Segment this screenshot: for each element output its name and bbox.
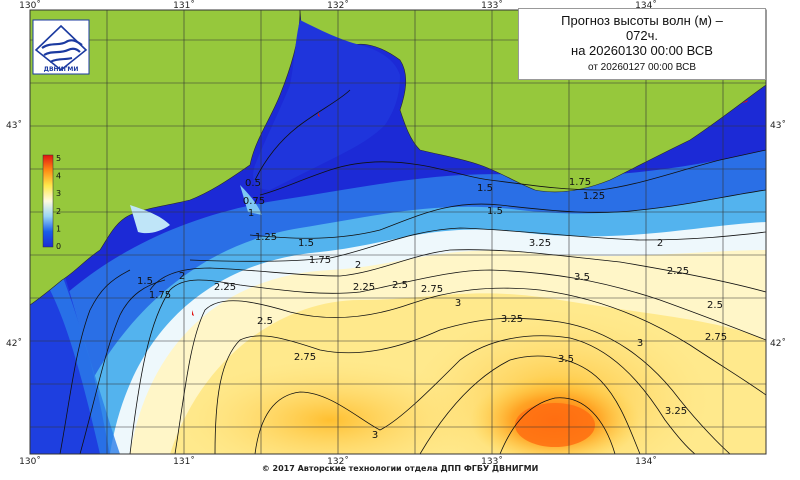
- contour-label: 3.25: [501, 314, 523, 325]
- colorbar-tick-label: 5: [56, 154, 61, 163]
- contour-lines: [59, 89, 766, 454]
- colorbar-tick-label: 4: [56, 172, 61, 181]
- forecast-title-box: Прогноз высоты волн (м) – 072ч. на 20260…: [518, 8, 766, 80]
- contour-label: 2.5: [707, 300, 723, 311]
- contour-label: 1.75: [149, 290, 171, 301]
- contour-label: 3: [637, 338, 643, 349]
- contour-label: 1.5: [487, 206, 503, 217]
- contour-label: 3.25: [665, 406, 687, 417]
- colorbar-tick-label: 0: [56, 242, 61, 251]
- contour-labels: 0.5 0.751 1.25 1.5 1.75 2 2.25 2.5 2.75 3 3.25 3.5 1…: [137, 177, 727, 441]
- colorbar: 5 4 3 2 1 0: [42, 154, 61, 251]
- contour-label: 3.5: [558, 354, 574, 365]
- contour-label: 1.5: [477, 183, 493, 194]
- contour-label: 1.25: [583, 191, 605, 202]
- latitude-tick-label: 43˚: [770, 120, 786, 131]
- contour-label: 3: [372, 430, 378, 441]
- title-line-4: от 20260127 00:00 ВСВ: [587, 62, 696, 73]
- longitude-tick-label: 132˚: [327, 456, 349, 467]
- longitude-tick-label: 134˚: [635, 0, 657, 11]
- footer-copyright: © 2017 Авторские технологии отдела ДПП Ф…: [261, 464, 539, 473]
- latitude-ticks-right: 43˚ 42˚: [770, 120, 786, 349]
- longitude-tick-label: 134˚: [635, 456, 657, 467]
- land-mass: [30, 10, 301, 306]
- longitude-tick-label: 133˚: [481, 0, 503, 11]
- title-line-2: 072ч.: [625, 28, 659, 43]
- latitude-tick-label: 42˚: [6, 338, 22, 349]
- contour-label: 2.25: [214, 282, 236, 293]
- contour-label: 1.5: [298, 238, 314, 249]
- title-line-3: на 20260130 00:00 ВСВ: [571, 43, 713, 58]
- longitude-tick-label: 130˚: [19, 0, 41, 11]
- contour-label: 1.5: [137, 276, 153, 287]
- contour-label: 2.75: [294, 352, 316, 363]
- longitude-ticks-bottom: 130˚ 131˚ 132˚ 133˚ 134˚: [19, 456, 657, 467]
- contour-label: 2: [355, 260, 361, 271]
- svg-text:ДВНИГМИ: ДВНИГМИ: [44, 66, 79, 73]
- contour-label: 2.25: [353, 282, 375, 293]
- contour-label: 1.75: [309, 255, 331, 266]
- buoy-marker: [192, 310, 194, 316]
- longitude-tick-label: 130˚: [19, 456, 41, 467]
- longitude-tick-label: 131˚: [173, 456, 195, 467]
- contour-label: 3.25: [529, 238, 551, 249]
- contour-label: 2: [179, 271, 185, 282]
- contour-label: 2.5: [257, 316, 273, 327]
- contour-label: 2.25: [667, 266, 689, 277]
- dvnigmi-logo-icon: ДВНИГМИ: [32, 19, 90, 75]
- contour-label: 1.25: [255, 232, 277, 243]
- latitude-ticks-left: 43˚ 42˚: [6, 120, 22, 349]
- contour-label: 2.75: [705, 332, 727, 343]
- latitude-tick-label: 43˚: [6, 120, 22, 131]
- colorbar-tick-label: 3: [56, 189, 61, 198]
- contour-label: 1: [248, 208, 254, 219]
- graticule: [30, 10, 766, 454]
- title-line-1: Прогноз высоты волн (м) –: [561, 13, 723, 28]
- contour-label: 2: [657, 238, 663, 249]
- contour-label: 3: [455, 298, 461, 309]
- contour-label: 1.75: [569, 177, 591, 188]
- longitude-tick-label: 132˚: [327, 0, 349, 11]
- map-frame: [29, 9, 767, 455]
- buoy-marker: [318, 112, 320, 117]
- contour-label: 0.5: [245, 178, 261, 189]
- latitude-tick-label: 42˚: [770, 338, 786, 349]
- contour-label: 0.75: [243, 196, 265, 207]
- contour-label: 2.75: [421, 284, 443, 295]
- contour-label: 2.5: [392, 280, 408, 291]
- longitude-tick-label: 133˚: [481, 456, 503, 467]
- colorbar-labels: 5 4 3 2 1 0: [56, 154, 61, 251]
- contour-label: 3.5: [574, 272, 590, 283]
- longitude-ticks-top: 130˚ 131˚ 132˚ 133˚ 134˚: [19, 0, 657, 11]
- longitude-tick-label: 131˚: [173, 0, 195, 11]
- colorbar-tick-label: 2: [56, 207, 61, 216]
- buoy-marker: [742, 100, 748, 103]
- colorbar-tick-label: 1: [56, 224, 61, 233]
